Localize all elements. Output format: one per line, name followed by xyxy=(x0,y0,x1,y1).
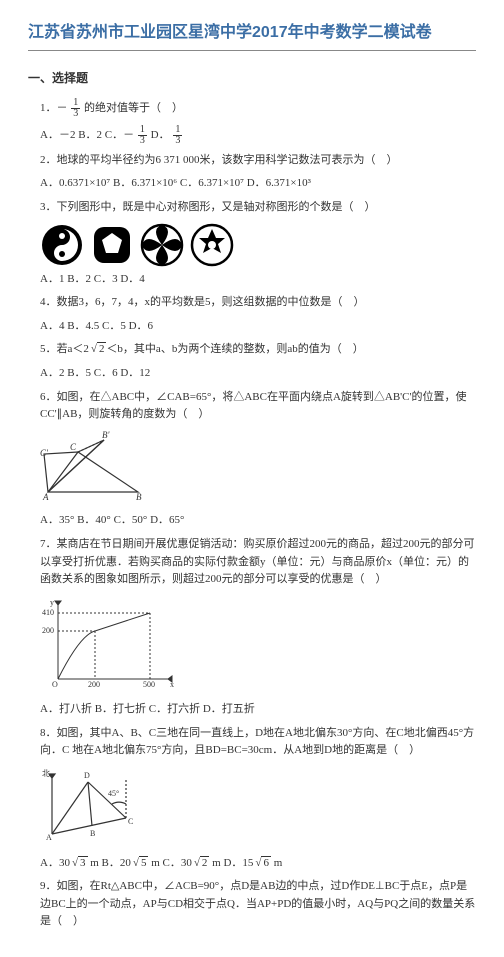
question-4: 4．数据3，6，7，4，x的平均数是5，则这组数据的中位数是（ ） xyxy=(28,294,476,312)
question-2-options: A．0.6371×10⁷ B．6.371×10⁶ C．6.371×10⁷ D．6… xyxy=(28,175,476,193)
svg-text:A: A xyxy=(46,833,52,842)
q8-s2-rad: 5 xyxy=(139,856,149,869)
question-9: 9．如图，在Rt△ABC中，∠ACB=90°，点D是AB边的中点，过D作DE⊥B… xyxy=(28,878,476,931)
question-6-options: A．35° B．40° C．50° D．65° xyxy=(28,512,476,530)
q8-s1: 3 xyxy=(70,855,88,873)
q8-oa3: m C．30 xyxy=(148,857,191,869)
q5-stem-a: 5．若a＜2 xyxy=(40,343,89,355)
chart7-xlabel: x xyxy=(170,680,174,689)
q3-fig-a xyxy=(40,223,84,267)
question-8-options: A．30 3 m B．20 5 m C．30 2 m D．15 6 m xyxy=(28,855,476,873)
q5-stem-b: ＜b，其中a、b为两个连续的整数，则ab的值为（ ） xyxy=(106,343,363,355)
chart7-xtick-200: 200 xyxy=(88,680,100,689)
svg-text:C: C xyxy=(128,817,133,826)
chart7-xtick-500: 500 xyxy=(143,680,155,689)
question-3-options: A．1 B．2 C．3 D．4 xyxy=(28,271,476,289)
q1-frac-d: 3 xyxy=(71,109,80,119)
chart7-ytick-410: 410 xyxy=(42,608,54,617)
svg-text:B: B xyxy=(90,829,95,838)
svg-text:B: B xyxy=(136,492,142,502)
q1-opts-a: A．－2 B．2 C．－ xyxy=(40,129,134,141)
svg-text:A: A xyxy=(42,492,49,502)
q3-fig-c xyxy=(140,223,184,267)
q8-oa2: m B．20 xyxy=(88,857,131,869)
q8-s3-rad: 2 xyxy=(200,856,210,869)
chart7-ytick-200: 200 xyxy=(42,626,54,635)
svg-text:C: C xyxy=(70,442,77,452)
q8-oend: m xyxy=(271,857,282,869)
q8-s3: 2 xyxy=(192,855,210,873)
q1-opts-b: D． xyxy=(151,129,170,141)
question-7-options: A．打八折 B．打七折 C．打六折 D．打五折 xyxy=(28,701,476,719)
q1-frac3: 13 xyxy=(173,125,182,146)
q1-stem-a: 1．－ xyxy=(40,102,68,114)
question-4-options: A．4 B．4.5 C．5 D．6 xyxy=(28,318,476,336)
q1-frac2-d: 3 xyxy=(138,136,147,146)
q8-s1-rad: 3 xyxy=(78,856,88,869)
svg-text:D: D xyxy=(84,771,90,780)
q8-oa: A．30 xyxy=(40,857,70,869)
section-1-heading: 一、选择题 xyxy=(28,69,476,88)
question-6: 6．如图，在△ABC中，∠CAB=65°，将△ABC在平面内绕点A旋转到△AB'… xyxy=(28,389,476,424)
question-1-options: A．－2 B．2 C．－ 13 D． 13 xyxy=(28,125,476,146)
q1-frac3-d: 3 xyxy=(173,136,182,146)
question-7: 7．某商店在节日期间开展优惠促销活动：购买原价超过200元的商品，超过200元的… xyxy=(28,536,476,589)
question-5-options: A．2 B．5 C．6 D．12 xyxy=(28,365,476,383)
question-5: 5．若a＜2 2＜b，其中a、b为两个连续的整数，则ab的值为（ ） xyxy=(28,341,476,359)
question-8: 8．如图，其中A、B、C三地在同一直线上，D地在A地北偏东30°方向、在C地北偏… xyxy=(28,725,476,760)
svg-text:北: 北 xyxy=(42,769,50,778)
q5-sqrt-rad: 2 xyxy=(97,342,107,355)
page-title: 江苏省苏州市工业园区星湾中学2017年中考数学二模试卷 xyxy=(28,20,476,46)
question-2: 2．地球的平均半径约为6 371 000米，该数字用科学记数法可表示为（ ） xyxy=(28,152,476,170)
chart7-ylabel: y xyxy=(50,598,54,607)
question-3: 3．下列图形中，既是中心对称图形，又是轴对称图形的个数是（ ） xyxy=(28,199,476,217)
q1-stem-b: 的绝对值等于（ ） xyxy=(84,102,183,114)
q1-frac2: 13 xyxy=(138,125,147,146)
question-3-figures xyxy=(28,223,476,267)
q1-frac: 13 xyxy=(71,98,80,119)
q8-oa4: m D．15 xyxy=(209,857,253,869)
svg-text:B': B' xyxy=(102,430,110,440)
q8-s2: 5 xyxy=(131,855,149,873)
question-6-figure: A B C B' C' xyxy=(40,430,476,509)
question-1: 1．－ 13 的绝对值等于（ ） xyxy=(28,98,476,119)
q3-fig-b xyxy=(90,223,134,267)
chart7-xtick-o: O xyxy=(52,680,58,689)
q8-s4-rad: 6 xyxy=(261,856,271,869)
q8-s4: 6 xyxy=(253,855,271,873)
q5-sqrt: 2 xyxy=(89,341,107,359)
title-divider xyxy=(28,50,476,51)
q3-fig-d xyxy=(190,223,234,267)
question-8-figure: 北 A B C D 45° xyxy=(40,766,476,851)
svg-text:45°: 45° xyxy=(108,789,119,798)
question-7-figure: O 200 500 200 410 x y xyxy=(40,595,476,698)
